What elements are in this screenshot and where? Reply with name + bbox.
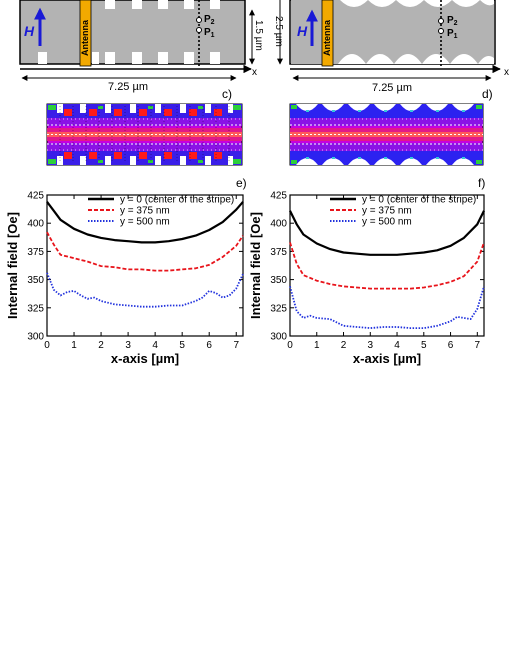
width-label-a: 7.25 µm	[108, 81, 148, 93]
x-tick-label: 1	[71, 340, 77, 351]
stripe-b-bottom-waves	[338, 54, 494, 64]
panel-label-d: d)	[482, 87, 493, 101]
plot-frame	[46, 194, 244, 337]
legend-label: y = 500 nm	[362, 217, 412, 228]
y-tick-label: 400	[27, 219, 44, 230]
legend-label: y = 0 (center of the stripe)	[362, 195, 476, 206]
antenna-label-b: Antenna	[322, 19, 332, 56]
x-tick-label: 0	[44, 340, 50, 351]
x-axis-title: x-axis [µm]	[111, 351, 179, 366]
x-axis-label-a: x	[252, 67, 257, 78]
x-tick-label: 4	[152, 340, 158, 351]
chart-f: f) 300 325 350 375 400 425 0 1 2 3 4 5 6 7 x-axis [µm] I…	[248, 176, 485, 366]
stripe-b-top-waves	[340, 0, 494, 7]
series-line	[46, 272, 244, 308]
x-tick-label: 7	[233, 340, 239, 351]
y-tick-label: 300	[27, 332, 44, 343]
x-axis-title: x-axis [µm]	[353, 351, 421, 366]
panel-b: 2.5 µm Antenna H P2 P1 x 7.25 µm	[273, 0, 509, 94]
y-tick-label: 325	[27, 303, 44, 314]
y-axis-title: Internal field [Oe]	[5, 212, 20, 319]
point-p2-b	[438, 18, 444, 24]
p2-label-a: P2	[204, 14, 215, 26]
legend-label: y = 375 nm	[362, 206, 412, 217]
height-label-b: 2.5 µm	[273, 16, 284, 47]
series-line	[46, 201, 244, 244]
y-tick-label: 400	[270, 219, 287, 230]
y-tick-label: 350	[27, 275, 44, 286]
point-p1-a	[196, 27, 202, 33]
x-tick-label: 3	[125, 340, 131, 351]
height-label-a: 1.5 µm	[253, 20, 264, 51]
y-axis-title: Internal field [Oe]	[248, 212, 263, 319]
panel-label-c: c)	[222, 87, 232, 101]
x-tick-label: 5	[421, 340, 427, 351]
x-tick-label: 5	[179, 340, 185, 351]
legend-label: y = 375 nm	[120, 206, 170, 217]
x-tick-label: 2	[98, 340, 104, 351]
x-tick-label: 6	[206, 340, 212, 351]
series-line	[289, 286, 485, 330]
p1-label-b: P1	[447, 28, 458, 40]
chart-e: e) 300 325 350 375 400 425 0 1 2 3 4 5 6 7 x-axis [µm] I…	[5, 176, 247, 366]
y-tick-label: 325	[270, 303, 287, 314]
x-axis-label-b: x	[504, 67, 509, 78]
panel-label: e)	[236, 176, 247, 190]
series-line	[289, 242, 485, 290]
y-tick-label: 350	[270, 275, 287, 286]
y-tick-label: 300	[270, 332, 287, 343]
x-tick-label: 3	[367, 340, 373, 351]
legend-label: y = 0 (center of the stripe)	[120, 195, 234, 206]
x-tick-label: 4	[394, 340, 400, 351]
series-line	[289, 210, 485, 256]
legend-label: y = 500 nm	[120, 217, 170, 228]
antenna-label-a: Antenna	[80, 19, 90, 56]
y-tick-label: 375	[270, 247, 287, 258]
series-line	[46, 231, 244, 272]
x-tick-label: 7	[475, 340, 481, 351]
field-map-c	[46, 103, 243, 166]
panel-a: Antenna H P2 P1 1.5 µm x 7.25 µm	[19, 0, 264, 93]
panel-label: f)	[478, 176, 485, 190]
point-p1-b	[438, 28, 444, 34]
p1-label-a: P1	[204, 27, 215, 39]
antenna-a	[79, 0, 92, 67]
x-tick-label: 1	[314, 340, 320, 351]
notches-a	[38, 0, 220, 64]
point-p2-a	[196, 17, 202, 23]
y-tick-label: 425	[270, 191, 287, 202]
width-label-b: 7.25 µm	[372, 82, 412, 94]
plot-frame	[289, 194, 485, 337]
x-tick-label: 0	[287, 340, 293, 351]
x-tick-label: 2	[341, 340, 347, 351]
x-tick-label: 6	[448, 340, 454, 351]
antenna-b	[321, 0, 334, 67]
y-tick-label: 425	[27, 191, 44, 202]
field-label-b: H	[297, 23, 308, 39]
stripe-b-wavy	[291, 0, 494, 64]
field-map-d	[289, 103, 484, 166]
y-tick-label: 375	[27, 247, 44, 258]
field-label-a: H	[24, 23, 35, 39]
p2-label-b: P2	[447, 15, 458, 27]
